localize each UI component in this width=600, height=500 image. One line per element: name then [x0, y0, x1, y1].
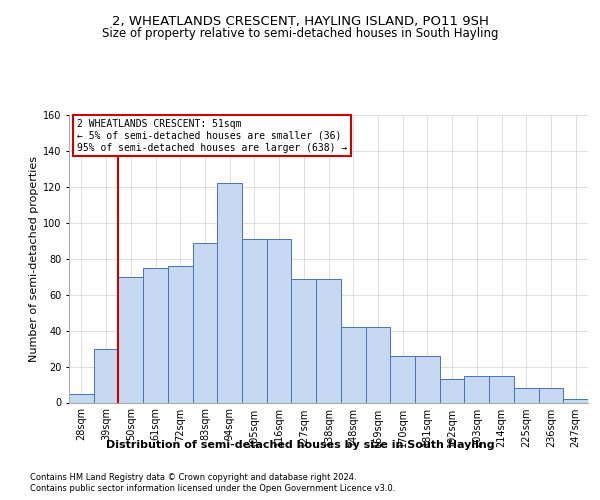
Bar	[143, 268, 168, 402]
Text: Contains HM Land Registry data © Crown copyright and database right 2024.: Contains HM Land Registry data © Crown c…	[30, 472, 356, 482]
Bar	[464, 376, 489, 402]
Bar	[514, 388, 539, 402]
Text: Size of property relative to semi-detached houses in South Hayling: Size of property relative to semi-detach…	[102, 28, 498, 40]
Bar	[390, 356, 415, 403]
Bar	[365, 327, 390, 402]
Bar	[242, 239, 267, 402]
Bar	[316, 278, 341, 402]
Bar	[415, 356, 440, 403]
Bar	[193, 242, 217, 402]
Y-axis label: Number of semi-detached properties: Number of semi-detached properties	[29, 156, 38, 362]
Text: 2 WHEATLANDS CRESCENT: 51sqm
← 5% of semi-detached houses are smaller (36)
95% o: 2 WHEATLANDS CRESCENT: 51sqm ← 5% of sem…	[77, 120, 347, 152]
Bar	[440, 379, 464, 402]
Bar	[341, 327, 365, 402]
Text: Distribution of semi-detached houses by size in South Hayling: Distribution of semi-detached houses by …	[106, 440, 494, 450]
Bar	[118, 276, 143, 402]
Text: 2, WHEATLANDS CRESCENT, HAYLING ISLAND, PO11 9SH: 2, WHEATLANDS CRESCENT, HAYLING ISLAND, …	[112, 15, 488, 28]
Bar	[168, 266, 193, 402]
Bar	[539, 388, 563, 402]
Bar	[69, 394, 94, 402]
Bar	[267, 239, 292, 402]
Text: Contains public sector information licensed under the Open Government Licence v3: Contains public sector information licen…	[30, 484, 395, 493]
Bar	[489, 376, 514, 402]
Bar	[94, 348, 118, 403]
Bar	[563, 399, 588, 402]
Bar	[292, 278, 316, 402]
Bar	[217, 184, 242, 402]
